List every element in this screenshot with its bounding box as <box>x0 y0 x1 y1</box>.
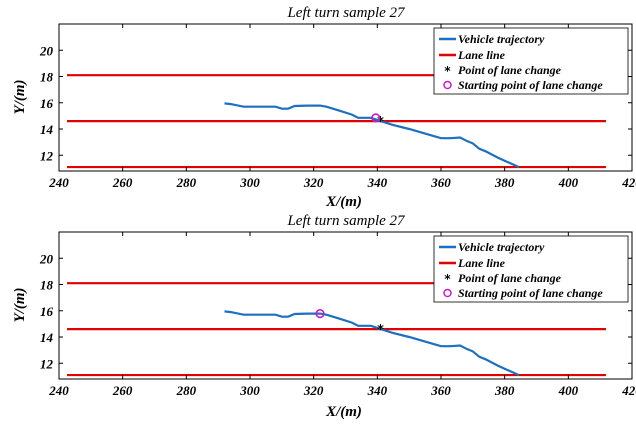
y-axis-label: Y/(m) <box>12 80 28 115</box>
legend-entry-lane: Lane line <box>457 48 506 62</box>
x-tick-label: 320 <box>303 383 324 398</box>
legend-entry-point: Point of lane change <box>458 63 562 77</box>
x-tick-label: 380 <box>494 383 515 398</box>
x-ticks: 240 260 280 300 320 340 360 380 400 420 <box>48 232 636 398</box>
chart-bottom: Left turn sample 27 * 240 260 280 300 320 340… <box>12 213 636 420</box>
chart-top: Left turn sample 27 * 240 260 280 300 320 340… <box>12 5 636 210</box>
y-tick-label: 12 <box>40 148 54 163</box>
legend-entry-start: Starting point of lane change <box>458 286 603 300</box>
x-tick-label: 300 <box>239 175 260 190</box>
x-tick-label: 360 <box>430 383 451 398</box>
lane-change-point-marker: * <box>377 115 384 130</box>
legend: Vehicle trajectory Lane line * Point of … <box>433 235 629 303</box>
legend-entry-trajectory: Vehicle trajectory <box>458 32 545 46</box>
y-ticks: 12 14 16 18 20 <box>39 43 632 163</box>
y-tick-label: 16 <box>40 304 54 319</box>
x-tick-label: 400 <box>558 175 579 190</box>
y-tick-label: 20 <box>39 43 54 58</box>
vehicle-trajectory-line <box>224 310 520 377</box>
x-tick-label: 420 <box>621 175 636 190</box>
y-ticks: 12 14 16 18 20 <box>39 251 632 371</box>
x-tick-label: 300 <box>239 383 260 398</box>
x-tick-label: 340 <box>367 175 388 190</box>
legend-circle-icon <box>443 80 452 90</box>
legend-circle-icon <box>443 288 452 298</box>
legend-entry-trajectory: Vehicle trajectory <box>458 240 545 254</box>
y-tick-label: 12 <box>40 356 54 371</box>
x-tick-label: 240 <box>48 383 69 398</box>
x-tick-label: 240 <box>48 175 69 190</box>
y-tick-label: 18 <box>40 70 54 85</box>
y-axis-label: Y/(m) <box>12 288 28 323</box>
y-tick-label: 20 <box>39 251 54 266</box>
markers: * <box>371 113 384 130</box>
chart-title: Left turn sample 27 <box>286 5 406 21</box>
y-tick-label: 18 <box>40 278 54 293</box>
chart-title: Left turn sample 27 <box>286 213 406 229</box>
x-tick-label: 260 <box>112 383 133 398</box>
x-tick-label: 340 <box>367 383 388 398</box>
legend-box <box>433 27 629 95</box>
y-tick-label: 14 <box>40 330 54 345</box>
markers: * <box>315 309 384 338</box>
x-ticks: 240 260 280 300 320 340 360 380 400 420 <box>48 24 636 190</box>
lane-change-point-marker: * <box>377 323 384 338</box>
x-axis-label: X/(m) <box>325 194 362 210</box>
x-tick-label: 420 <box>621 383 636 398</box>
y-tick-label: 14 <box>40 122 54 137</box>
legend-entry-point: Point of lane change <box>458 271 562 285</box>
x-tick-label: 380 <box>494 175 515 190</box>
x-tick-label: 360 <box>430 175 451 190</box>
legend-entry-start: Starting point of lane change <box>458 78 603 92</box>
x-axis-label: X/(m) <box>325 404 362 420</box>
vehicle-trajectory-line <box>224 102 520 169</box>
x-tick-label: 260 <box>112 175 133 190</box>
starting-point-marker <box>315 309 325 319</box>
legend-entry-lane: Lane line <box>457 256 506 270</box>
starting-point-marker <box>371 113 381 123</box>
y-tick-label: 16 <box>40 96 54 111</box>
legend-star-icon: * <box>444 272 451 286</box>
x-tick-label: 280 <box>176 175 197 190</box>
legend-box <box>433 235 629 303</box>
x-tick-label: 320 <box>303 175 324 190</box>
x-tick-label: 280 <box>176 383 197 398</box>
legend-star-icon: * <box>444 64 451 78</box>
legend: Vehicle trajectory Lane line * Point of … <box>433 27 629 95</box>
x-tick-label: 400 <box>558 383 579 398</box>
